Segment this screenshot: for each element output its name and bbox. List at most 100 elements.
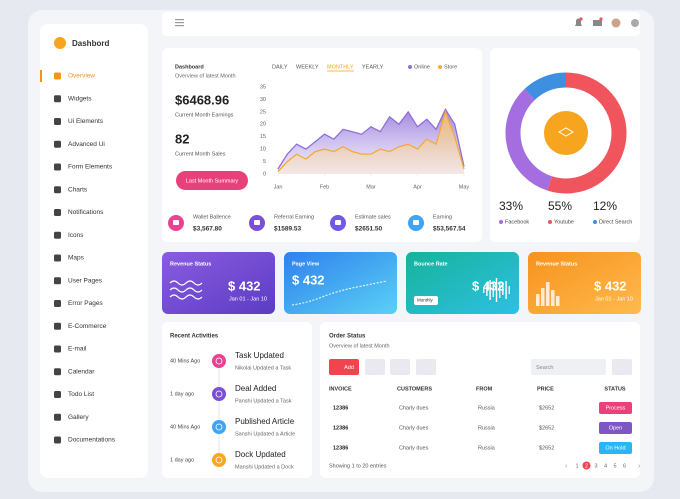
tab[interactable]: DAILY (272, 64, 288, 70)
sparkline-decoration (291, 280, 388, 306)
menu-item[interactable]: Error Pages (68, 300, 103, 307)
overview-subtitle: Overview of latest Month (175, 73, 236, 79)
legend-swatch (438, 65, 442, 69)
page-active[interactable] (582, 461, 591, 470)
menu-item[interactable]: Todo List (68, 391, 94, 398)
table-header: INVOICE (329, 386, 352, 392)
notification-icon[interactable] (575, 17, 583, 26)
menu-item[interactable]: E-mail (68, 346, 87, 353)
page-number[interactable]: 3 (594, 463, 597, 469)
menu-item[interactable]: E-Commerce (68, 323, 107, 330)
avatar[interactable] (611, 18, 621, 28)
bars-decoration (556, 296, 560, 306)
activity-title: Task Updated (235, 351, 284, 360)
menu-item[interactable]: Advanced Ui (68, 141, 105, 148)
legend-label: Youtube (554, 219, 574, 225)
menu-item[interactable]: Documentations (68, 437, 116, 444)
menu-icon (54, 140, 61, 148)
activity-title: Dock Updated (235, 450, 286, 459)
summary-icon-glyph (173, 220, 179, 225)
tab[interactable]: WEEKLY (296, 64, 319, 70)
table-cell: Russia (478, 445, 496, 451)
menu-item[interactable]: Calendar (68, 368, 95, 375)
earnings-label: Current Month Earnings (175, 112, 234, 118)
summary-value: $2651.50 (355, 226, 382, 233)
page-number[interactable]: 1 (575, 463, 578, 469)
donut-percent: 55% (548, 199, 572, 213)
export-button[interactable] (612, 359, 632, 375)
delete-button[interactable] (365, 359, 385, 375)
legend-swatch (408, 65, 412, 69)
legend-label: Online (414, 64, 430, 70)
activities-title: Recent Activities (170, 334, 219, 340)
legend-swatch (593, 220, 597, 224)
activity-title: Deal Added (235, 384, 276, 393)
summary-label: Earning (433, 214, 452, 220)
activity-time: 40 Mins Ago (170, 424, 200, 430)
settings-icon[interactable] (631, 19, 639, 27)
stat-title: Page View (292, 261, 320, 267)
wave-decoration (169, 287, 203, 293)
bars-decoration (536, 294, 540, 306)
menu-item[interactable]: Icons (68, 232, 84, 239)
menu-item[interactable]: User Pages (68, 277, 103, 284)
page-next[interactable]: › (638, 463, 641, 470)
file-button[interactable] (416, 359, 436, 375)
menu-item[interactable]: Overview (68, 73, 95, 80)
status-badge (599, 422, 632, 434)
y-tick-label: 20 (260, 122, 266, 128)
overview-title: Dashboard (175, 64, 204, 70)
summary-icon-glyph (254, 220, 260, 225)
menu-item[interactable]: Gallery (68, 414, 89, 421)
stat-card (284, 252, 397, 314)
y-tick-label: 5 (263, 159, 266, 165)
activity-icon-glyph (215, 357, 223, 365)
stat-dropdown[interactable] (414, 296, 438, 305)
page-number[interactable]: 2 (585, 463, 588, 469)
donut-segment (524, 72, 567, 101)
page-number[interactable]: 5 (613, 463, 616, 469)
orders-subtitle: Overview of latest Month (329, 343, 390, 349)
table-cell: $2652 (539, 445, 554, 451)
summary-value: $53,567.54 (433, 226, 466, 233)
search-placeholder[interactable]: Search (536, 365, 553, 371)
menu-item[interactable]: Form Elements (68, 164, 113, 171)
table-cell: Russia (478, 405, 496, 411)
summary-icon-glyph (413, 220, 419, 225)
stat-dropdown-label[interactable]: Monthly (417, 298, 434, 303)
summary-button[interactable] (176, 171, 248, 190)
legend-label: Facebook (505, 219, 529, 225)
orders-title: Order Status (329, 334, 366, 340)
search-input[interactable] (531, 359, 606, 375)
menu-icon[interactable] (175, 19, 184, 27)
y-tick-label: 15 (260, 134, 266, 140)
mail-icon[interactable] (593, 17, 603, 26)
page-number[interactable]: 4 (604, 463, 607, 469)
menu-item[interactable]: Charts (68, 186, 88, 193)
tab[interactable]: YEARLY (362, 64, 384, 70)
activity-title: Published Article (235, 417, 295, 426)
soundwave-decoration (502, 285, 504, 295)
page-number[interactable]: 6 (623, 463, 626, 469)
menu-item[interactable]: Ui Elements (68, 118, 104, 125)
menu-icon (54, 186, 61, 194)
summary-button-label[interactable]: Last Month Summary (186, 178, 239, 184)
menu-icon (54, 95, 61, 103)
add-button-label[interactable]: Add (344, 365, 354, 371)
status-label: Process (606, 405, 626, 411)
menu-icon (54, 300, 61, 307)
menu-item[interactable]: Notifications (68, 209, 104, 216)
page-prev[interactable]: ‹ (565, 463, 568, 470)
legend-swatch (548, 220, 552, 224)
add-button[interactable] (329, 359, 359, 375)
legend-label: Store (444, 64, 457, 70)
tab[interactable]: MONTHLY (327, 64, 354, 70)
menu-item[interactable]: Maps (68, 255, 85, 262)
menu-item[interactable]: Widgets (68, 95, 92, 102)
activity-icon (212, 420, 226, 434)
summary-label: Referral Earning (274, 214, 314, 220)
info-button[interactable] (390, 359, 410, 375)
activity-icon-glyph (215, 456, 223, 464)
menu-icon (54, 413, 61, 421)
